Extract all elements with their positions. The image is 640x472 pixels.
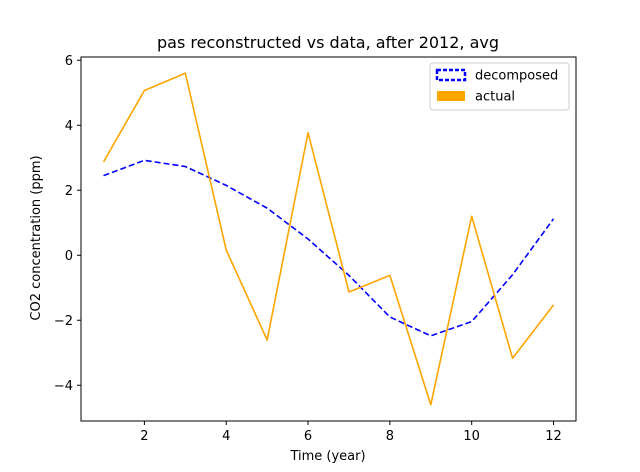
legend-label-actual: actual — [475, 90, 515, 105]
y-axis-label: CO2 concentration (ppm) — [29, 155, 44, 320]
plot-marks — [102, 72, 555, 406]
y-axis: −4 −2 0 2 4 6 — [54, 54, 81, 394]
legend: decomposed actual — [429, 62, 570, 111]
chart-title: pas reconstructed vs data, after 2012, a… — [157, 33, 499, 52]
x-tick-label: 6 — [304, 429, 312, 444]
x-tick-label: 12 — [545, 429, 562, 444]
y-tick-label: −4 — [54, 379, 73, 394]
plot-frame — [80, 56, 577, 422]
y-tick-label: 6 — [65, 54, 73, 69]
y-tick-label: 0 — [65, 249, 73, 264]
series-line-actual — [102, 72, 555, 406]
legend-swatch-decomposed — [435, 68, 467, 82]
x-tick-label: 8 — [386, 429, 394, 444]
y-tick-label: 4 — [65, 119, 73, 134]
legend-swatch-actual — [437, 91, 465, 101]
legend-label-decomposed: decomposed — [475, 69, 558, 84]
x-tick-label: 2 — [140, 429, 148, 444]
y-tick-label: −2 — [54, 314, 73, 329]
x-tick-label: 10 — [463, 429, 480, 444]
y-tick-label: 2 — [65, 184, 73, 199]
x-axis: 2 4 6 8 10 12 — [140, 421, 562, 444]
series-line-decomposed — [103, 159, 555, 337]
x-tick-label: 4 — [222, 429, 230, 444]
x-axis-label: Time (year) — [289, 449, 365, 464]
